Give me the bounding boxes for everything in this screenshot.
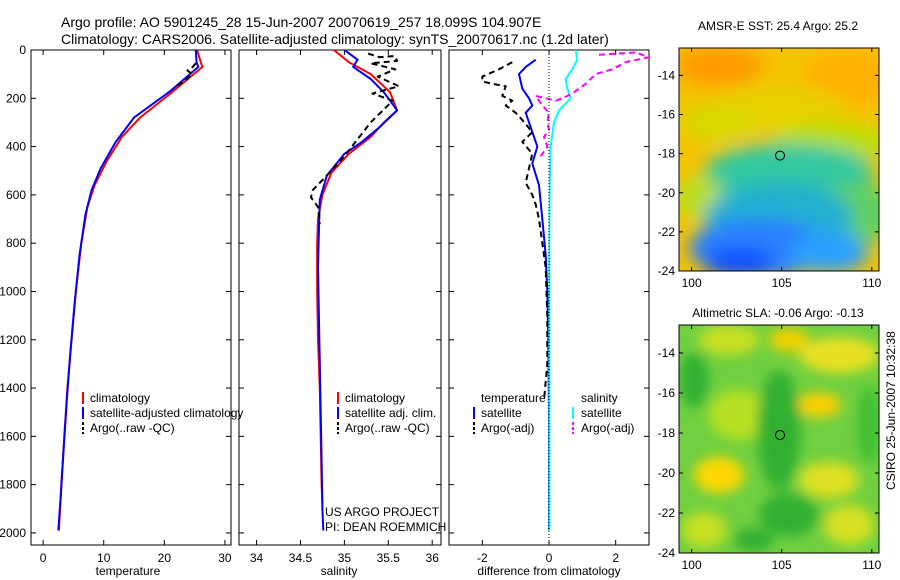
sst-map-frame (678, 47, 880, 272)
difference-xlabel: difference from climatology (477, 564, 620, 578)
map-y-tick-label: -14 (658, 68, 676, 82)
map-y-tick-label: -18 (658, 147, 676, 161)
map-y-tick-label: -18 (658, 426, 676, 440)
annotation-project: US ARGO PROJECT (325, 505, 440, 519)
map-x-tick-label: 110 (862, 276, 881, 290)
figure-title-line2: Climatology: CARS2006. Satellite-adjuste… (61, 31, 609, 47)
y-tick-label: 400 (6, 140, 26, 154)
map-y-tick-label: -16 (658, 108, 676, 122)
series-line (310, 52, 400, 225)
temperature-series (57, 50, 204, 531)
x-tick-label: 20 (158, 551, 172, 565)
legend-satellite-adj: satellite adj. clim. (345, 406, 436, 420)
map-y-tick-label: -24 (658, 546, 676, 560)
temperature-legend: climatology satellite-adjusted climatolo… (82, 391, 243, 435)
legend-temp-argo: Argo(-adj) (481, 421, 534, 435)
legend-argo: Argo(..raw -QC) (90, 421, 175, 435)
sst-map-ticks: 100 105 110 -14 -16 -18 -20 -22 -24 (658, 48, 882, 290)
map-y-tick-label: -20 (658, 466, 676, 480)
x-tick-label: 0 (40, 551, 47, 565)
x-tick-label: 35 (338, 551, 352, 565)
salinity-axes (238, 49, 442, 546)
map-y-tick-label: -20 (658, 186, 676, 200)
legend-argo: Argo(..raw -QC) (345, 421, 430, 435)
x-tick-label: -2 (477, 551, 488, 565)
map-y-tick-label: -22 (658, 506, 676, 520)
argo-location-marker (775, 429, 786, 440)
sst-heatmap (679, 48, 879, 271)
annotation-pi: PI: DEAN ROEMMICH (325, 520, 446, 534)
argo-location-marker (775, 150, 786, 161)
map-x-tick-label: 105 (772, 558, 792, 572)
series-line (175, 62, 197, 88)
sst-map-title: AMSR-E SST: 25.4 Argo: 25.2 (698, 19, 858, 33)
x-tick-label: 36 (426, 551, 440, 565)
salinity-legend: climatology satellite adj. clim. Argo(..… (325, 391, 446, 534)
series-line (534, 51, 649, 160)
salinity-xlabel: salinity (321, 564, 358, 578)
map-y-tick-label: -24 (658, 264, 676, 278)
x-tick-label: 0 (546, 551, 553, 565)
y-tick-label: 800 (6, 236, 26, 250)
legend-sal-satellite: satellite (581, 406, 622, 420)
temperature-ticks: 0 10 20 30 0 200 400 600 800 1000 1200 1400 1600 1800… (0, 43, 232, 565)
sla-map-title: Altimetric SLA: -0.06 Argo: -0.13 (692, 306, 864, 320)
x-tick-label: 30 (218, 551, 232, 565)
sla-heatmap (679, 325, 879, 553)
map-x-tick-label: 100 (682, 558, 702, 572)
y-tick-label: 0 (19, 43, 26, 57)
x-tick-label: 34.5 (289, 551, 313, 565)
map-x-tick-label: 105 (772, 276, 792, 290)
map-x-tick-label: 110 (862, 558, 881, 572)
difference-legend: temperature salinity satellite Argo(-adj… (473, 391, 634, 435)
y-tick-label: 1600 (0, 429, 26, 443)
x-tick-label: 34 (250, 551, 264, 565)
y-tick-label: 200 (6, 91, 26, 105)
map-x-tick-label: 100 (682, 276, 702, 290)
y-tick-label: 1200 (0, 333, 26, 347)
legend-header-temperature: temperature (481, 391, 546, 405)
y-tick-label: 1400 (0, 381, 26, 395)
sla-map-ticks: 100 105 110 -14 -16 -18 -20 -22 -24 (658, 325, 882, 572)
series-line (57, 50, 200, 531)
y-tick-label: 600 (6, 188, 26, 202)
figure-title-line1: Argo profile: AO 5901245_28 15-Jun-2007 … (61, 14, 541, 30)
salinity-series (310, 50, 400, 531)
temperature-axes (30, 49, 232, 546)
x-tick-label: 35.5 (377, 551, 401, 565)
legend-climatology: climatology (345, 391, 405, 405)
legend-climatology: climatology (90, 391, 150, 405)
x-tick-label: 2 (612, 551, 619, 565)
legend-sal-argo: Argo(-adj) (581, 421, 634, 435)
x-tick-label: 10 (97, 551, 111, 565)
sla-map-frame (678, 324, 880, 554)
y-tick-label: 1000 (0, 284, 26, 298)
difference-ticks: -2 0 2 (449, 49, 649, 565)
salinity-ticks: 34 34.5 35 35.5 36 (239, 49, 441, 565)
y-tick-label: 1800 (0, 478, 26, 492)
side-timestamp: CSIRO 25-Jun-2007 10:32:38 (884, 331, 898, 490)
legend-header-salinity: salinity (581, 391, 618, 405)
legend-satellite-adjusted: satellite-adjusted climatology (90, 406, 243, 420)
temperature-xlabel: temperature (96, 564, 161, 578)
map-y-tick-label: -14 (658, 346, 676, 360)
y-tick-label: 2000 (0, 526, 26, 540)
map-y-tick-label: -16 (658, 386, 676, 400)
map-y-tick-label: -22 (658, 225, 676, 239)
legend-temp-satellite: satellite (481, 406, 522, 420)
